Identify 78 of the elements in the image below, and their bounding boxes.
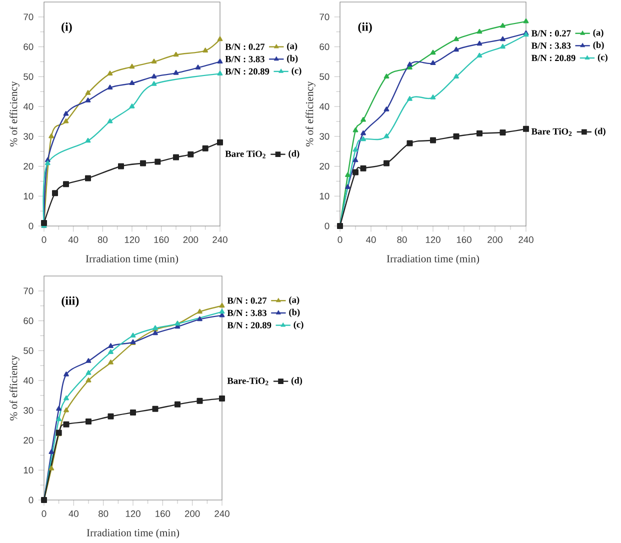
y-tick-label: 50: [24, 73, 34, 80]
y-tick-label: 20: [24, 163, 34, 170]
x-tick-label: 160: [156, 510, 170, 518]
y-tick-label: 70: [24, 288, 34, 294]
x-tick-label: 0: [338, 236, 342, 244]
y-axis-title: % of efficiency: [306, 81, 316, 146]
text: (b): [289, 308, 300, 318]
y-tick-label: 60: [320, 44, 330, 50]
y-tick-label: 20: [24, 437, 34, 444]
text: (c): [294, 321, 304, 330]
y-tick-label: 40: [23, 377, 34, 384]
legend-label: Bare-TiO$_{2}$: [227, 377, 268, 386]
x-tick-label: 80: [98, 510, 108, 518]
x-tick-label: 160: [154, 236, 169, 244]
x-tick-label: 200: [183, 236, 198, 244]
legend-label: B/N : 3.83: [227, 310, 267, 316]
y-tick-label: 0: [324, 222, 330, 230]
legend-label: B/N : 0.27: [227, 297, 267, 304]
y-tick-label: 30: [24, 407, 34, 414]
text: (a): [289, 296, 300, 305]
x-tick-label: 200: [488, 236, 502, 244]
legend-label: B/N : 0.27: [225, 44, 265, 50]
x-tick-label: 40: [68, 510, 78, 518]
annotation: (i): [62, 22, 72, 34]
text: (d): [291, 377, 302, 386]
text: (d): [288, 150, 300, 159]
y-tick-label: 30: [320, 133, 330, 140]
y-tick-label: 60: [24, 318, 34, 324]
y-tick-label: 10: [24, 466, 34, 474]
legend-label: B/N : 20.89: [227, 322, 272, 328]
text: (b): [593, 41, 604, 50]
y-tick-label: 60: [24, 44, 34, 50]
x-tick-label: 0: [42, 510, 46, 518]
x-axis-title: Irradiation time (min): [86, 528, 180, 539]
text: (a): [287, 42, 298, 52]
legend-label: B/N : 3.83: [225, 56, 264, 62]
y-tick-label: 0: [28, 222, 34, 230]
x-tick-label: 160: [456, 236, 472, 244]
legend-label: B/N : 3.83: [531, 42, 571, 49]
x-tick-label: 200: [185, 510, 200, 518]
y-tick-label: 50: [24, 347, 34, 354]
text: (c): [292, 67, 302, 76]
legend-label: B/N : 0.27: [531, 30, 571, 37]
y-tick-label: 50: [320, 73, 330, 80]
legend-label: Bare TiO$_{2}$: [225, 150, 266, 158]
legend-label: B/N : 20.89: [531, 54, 576, 62]
y-tick-label: 10: [320, 192, 330, 200]
x-tick-label: 120: [126, 510, 140, 518]
x-axis-title: Irradiation time (min): [386, 254, 480, 265]
text: (b): [287, 54, 298, 64]
y-axis-title: % of efficiency: [10, 355, 20, 420]
y-tick-label: 40: [23, 103, 34, 110]
y-tick-label: 20: [320, 163, 330, 170]
y-tick-label: 10: [24, 192, 34, 200]
y-tick-label: 70: [320, 14, 330, 20]
y-axis-title: % of efficiency: [10, 81, 20, 146]
x-tick-label: 240: [214, 510, 230, 518]
text: (a): [593, 29, 604, 38]
y-tick-label: 40: [319, 103, 330, 110]
x-tick-label: 120: [426, 236, 440, 244]
annotation: (iii): [62, 296, 79, 308]
text: (d): [594, 128, 606, 136]
legend-label: B/N : 20.89: [225, 68, 270, 75]
x-axis-title: Irradiation time (min): [86, 254, 178, 265]
text: (c): [598, 54, 608, 62]
y-tick-label: 70: [24, 14, 34, 20]
x-tick-label: 80: [397, 236, 407, 244]
x-tick-label: 120: [124, 236, 140, 244]
annotation: (ii): [358, 22, 372, 34]
x-tick-label: 240: [518, 236, 534, 244]
x-tick-label: 40: [68, 236, 78, 244]
y-tick-label: 30: [24, 133, 34, 140]
x-tick-label: 240: [212, 236, 228, 244]
legend-label: Bare TiO$_{2}$: [531, 128, 572, 136]
x-tick-label: 80: [98, 236, 108, 244]
x-tick-label: 0: [42, 236, 46, 244]
y-tick-label: 0: [28, 496, 34, 504]
x-tick-label: 40: [366, 236, 376, 244]
